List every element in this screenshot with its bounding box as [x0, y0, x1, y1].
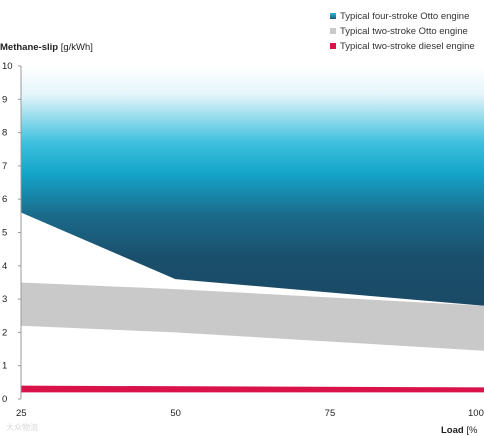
legend-label: Typical four-stroke Otto engine [340, 11, 469, 22]
y-tick-label: 4 [2, 261, 7, 272]
series-areas [21, 66, 484, 393]
x-tick-label: 100 [468, 408, 484, 419]
legend-label: Typical two-stroke Otto engine [340, 26, 468, 37]
y-tick-label: 6 [2, 194, 7, 205]
y-tick-label: 9 [2, 94, 7, 105]
four-stroke-otto-area [21, 66, 484, 306]
legend-swatch [330, 43, 336, 49]
two-stroke-otto-area [21, 282, 484, 351]
axes: 0 1 2 3 4 5 6 7 8 9 10 25 50 75 100 [2, 61, 484, 419]
y-tick-label: 1 [2, 361, 7, 372]
y-tick-label: 7 [2, 161, 7, 172]
x-tick-label: 75 [325, 408, 336, 419]
y-tick-label: 3 [2, 294, 7, 305]
legend-label: Typical two-stroke diesel engine [340, 41, 475, 52]
legend-swatch [330, 28, 336, 34]
x-tick-label: 25 [16, 408, 27, 419]
y-tick-label: 10 [2, 61, 13, 72]
y-tick-label: 5 [2, 228, 7, 239]
two-stroke-diesel-area [21, 385, 484, 393]
y-tick-label: 0 [2, 394, 7, 405]
x-axis-title: Load [% [441, 425, 478, 436]
x-tick-label: 50 [170, 408, 181, 419]
y-axis-title: Methane-slip [g/kWh] [0, 42, 93, 53]
legend-swatch [330, 13, 336, 19]
y-tick-label: 8 [2, 128, 7, 139]
legend: Typical four-stroke Otto engine Typical t… [330, 11, 475, 52]
y-tick-label: 2 [2, 327, 7, 338]
watermark-logo: 大众物流 [6, 422, 38, 432]
